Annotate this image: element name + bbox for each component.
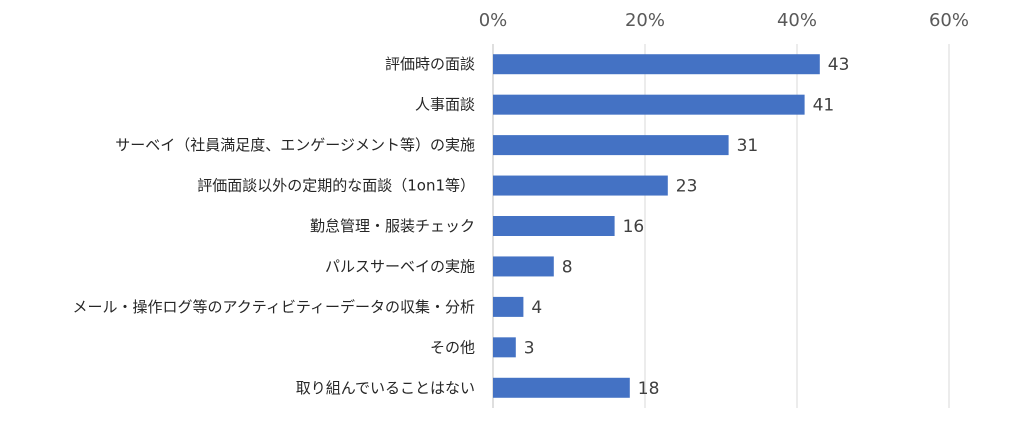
bar	[493, 94, 805, 115]
category-label: パルスサーベイの実施	[325, 257, 475, 275]
bar	[493, 337, 516, 358]
data-label: 23	[676, 177, 698, 197]
bars	[493, 54, 820, 398]
bar	[493, 54, 820, 75]
category-label: 取り組んでいることはない	[296, 379, 475, 397]
category-label: 評価時の面談	[385, 55, 475, 73]
bar	[493, 256, 554, 277]
x-tick-label: 60%	[929, 10, 969, 31]
category-label: 勤怠管理・服装チェック	[310, 217, 475, 235]
data-label: 4	[531, 298, 542, 318]
category-label: サーベイ（社員満足度、エンゲージメント等）の実施	[115, 136, 475, 154]
bar	[493, 377, 630, 398]
data-label: 8	[562, 257, 573, 277]
x-tick-label: 20%	[625, 10, 665, 31]
x-axis-ticks: 0% 20% 40% 60%	[479, 10, 969, 31]
x-tick-label: 40%	[777, 10, 817, 31]
data-label: 43	[828, 55, 850, 75]
data-label: 18	[638, 379, 660, 399]
bar	[493, 216, 615, 236]
data-label: 41	[813, 96, 835, 116]
category-labels: 評価時の面談人事面談サーベイ（社員満足度、エンゲージメント等）の実施評価面談以外…	[73, 55, 475, 397]
category-label: 評価面談以外の定期的な面談（1on1等）	[197, 177, 475, 195]
bar	[493, 296, 524, 317]
data-label: 16	[623, 217, 645, 237]
category-label: メール・操作ログ等のアクティビティーデータの収集・分析	[73, 298, 475, 316]
category-label: その他	[430, 338, 475, 356]
data-label: 31	[737, 136, 759, 156]
x-tick-label: 0%	[479, 10, 508, 31]
category-label: 人事面談	[415, 96, 475, 114]
bar	[493, 135, 729, 156]
bar	[493, 175, 668, 196]
data-label: 3	[524, 338, 535, 358]
